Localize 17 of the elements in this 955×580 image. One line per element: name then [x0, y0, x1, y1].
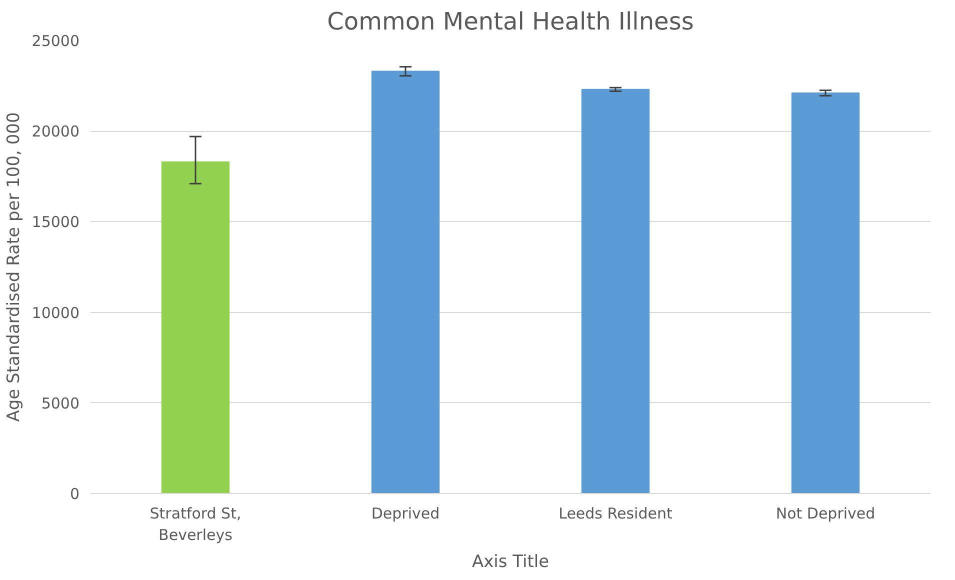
y-axis-title: Age Standardised Rate per 100, 000	[4, 112, 24, 422]
x-tick-label: Not Deprived	[776, 504, 876, 522]
bar	[581, 88, 650, 494]
y-tick-label: 10000	[32, 304, 80, 322]
x-tick-label: Stratford St, Beverleys	[150, 504, 242, 544]
y-tick-label: 25000	[32, 32, 80, 50]
x-tick-label: Deprived	[371, 504, 440, 522]
y-tick-label: 15000	[32, 213, 80, 232]
bar	[791, 92, 860, 494]
bar	[161, 161, 230, 494]
chart-title: Common Mental Health Illness	[327, 8, 694, 36]
x-axis-title: Axis Title	[472, 552, 550, 572]
x-tick-label: Leeds Resident	[558, 504, 672, 522]
y-tick-label: 5000	[41, 394, 80, 412]
bar	[371, 70, 440, 494]
y-tick-label: 0	[70, 485, 80, 503]
y-tick-label: 20000	[32, 122, 80, 141]
